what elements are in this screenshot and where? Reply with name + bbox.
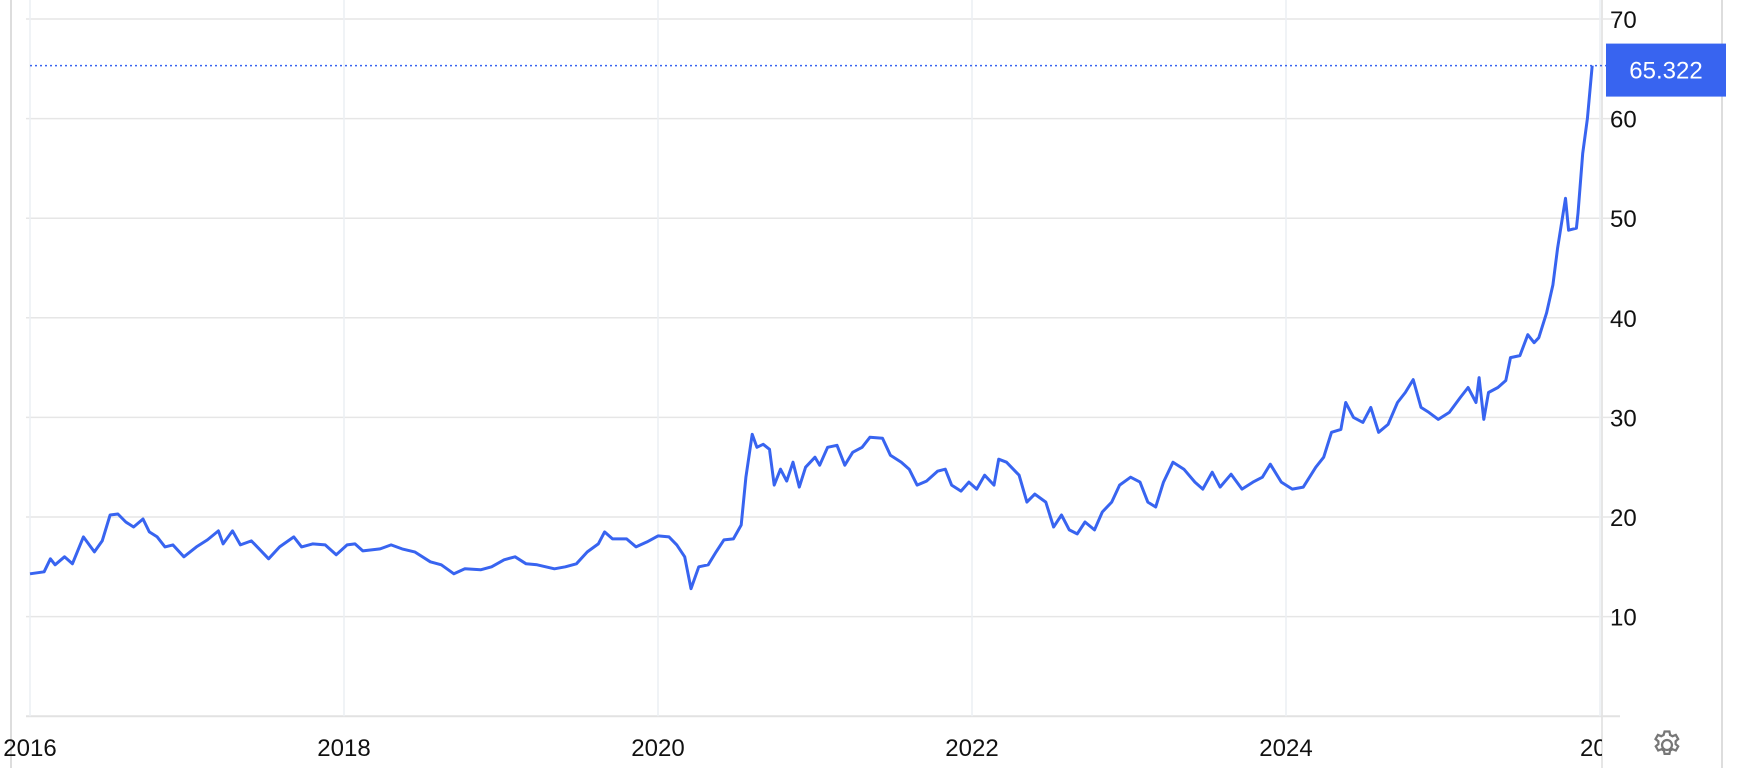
y-tick-label: 30 <box>1610 405 1637 432</box>
last-value-badge: 65.322 <box>1606 43 1726 97</box>
y-tick-label: 60 <box>1610 107 1637 134</box>
y-tick-label: 40 <box>1610 306 1637 333</box>
series-line <box>29 65 1594 591</box>
x-tick-label: 2024 <box>1259 735 1312 762</box>
x-tick-label: 2018 <box>317 735 370 762</box>
y-tick-label: 10 <box>1610 605 1637 632</box>
y-tick-label: 50 <box>1610 206 1637 233</box>
last-value-label: 65.322 <box>1629 58 1702 85</box>
y-tick-label: 70 <box>1610 7 1637 34</box>
gear-icon[interactable] <box>1650 728 1684 762</box>
x-tick-label: 2022 <box>945 735 998 762</box>
x-tick-label: 2020 <box>631 735 684 762</box>
last-value-badge-bg <box>1606 43 1726 97</box>
x-tick-label: 2016 <box>3 735 56 762</box>
y-axis: 10 20 30 40 50 60 70 <box>1610 7 1637 632</box>
x-axis: 2016 2018 2020 2022 2024 202 <box>3 735 1620 762</box>
x-tick-label: 202 <box>1580 735 1620 762</box>
grid <box>10 0 1723 768</box>
y-tick-label: 20 <box>1610 505 1637 532</box>
